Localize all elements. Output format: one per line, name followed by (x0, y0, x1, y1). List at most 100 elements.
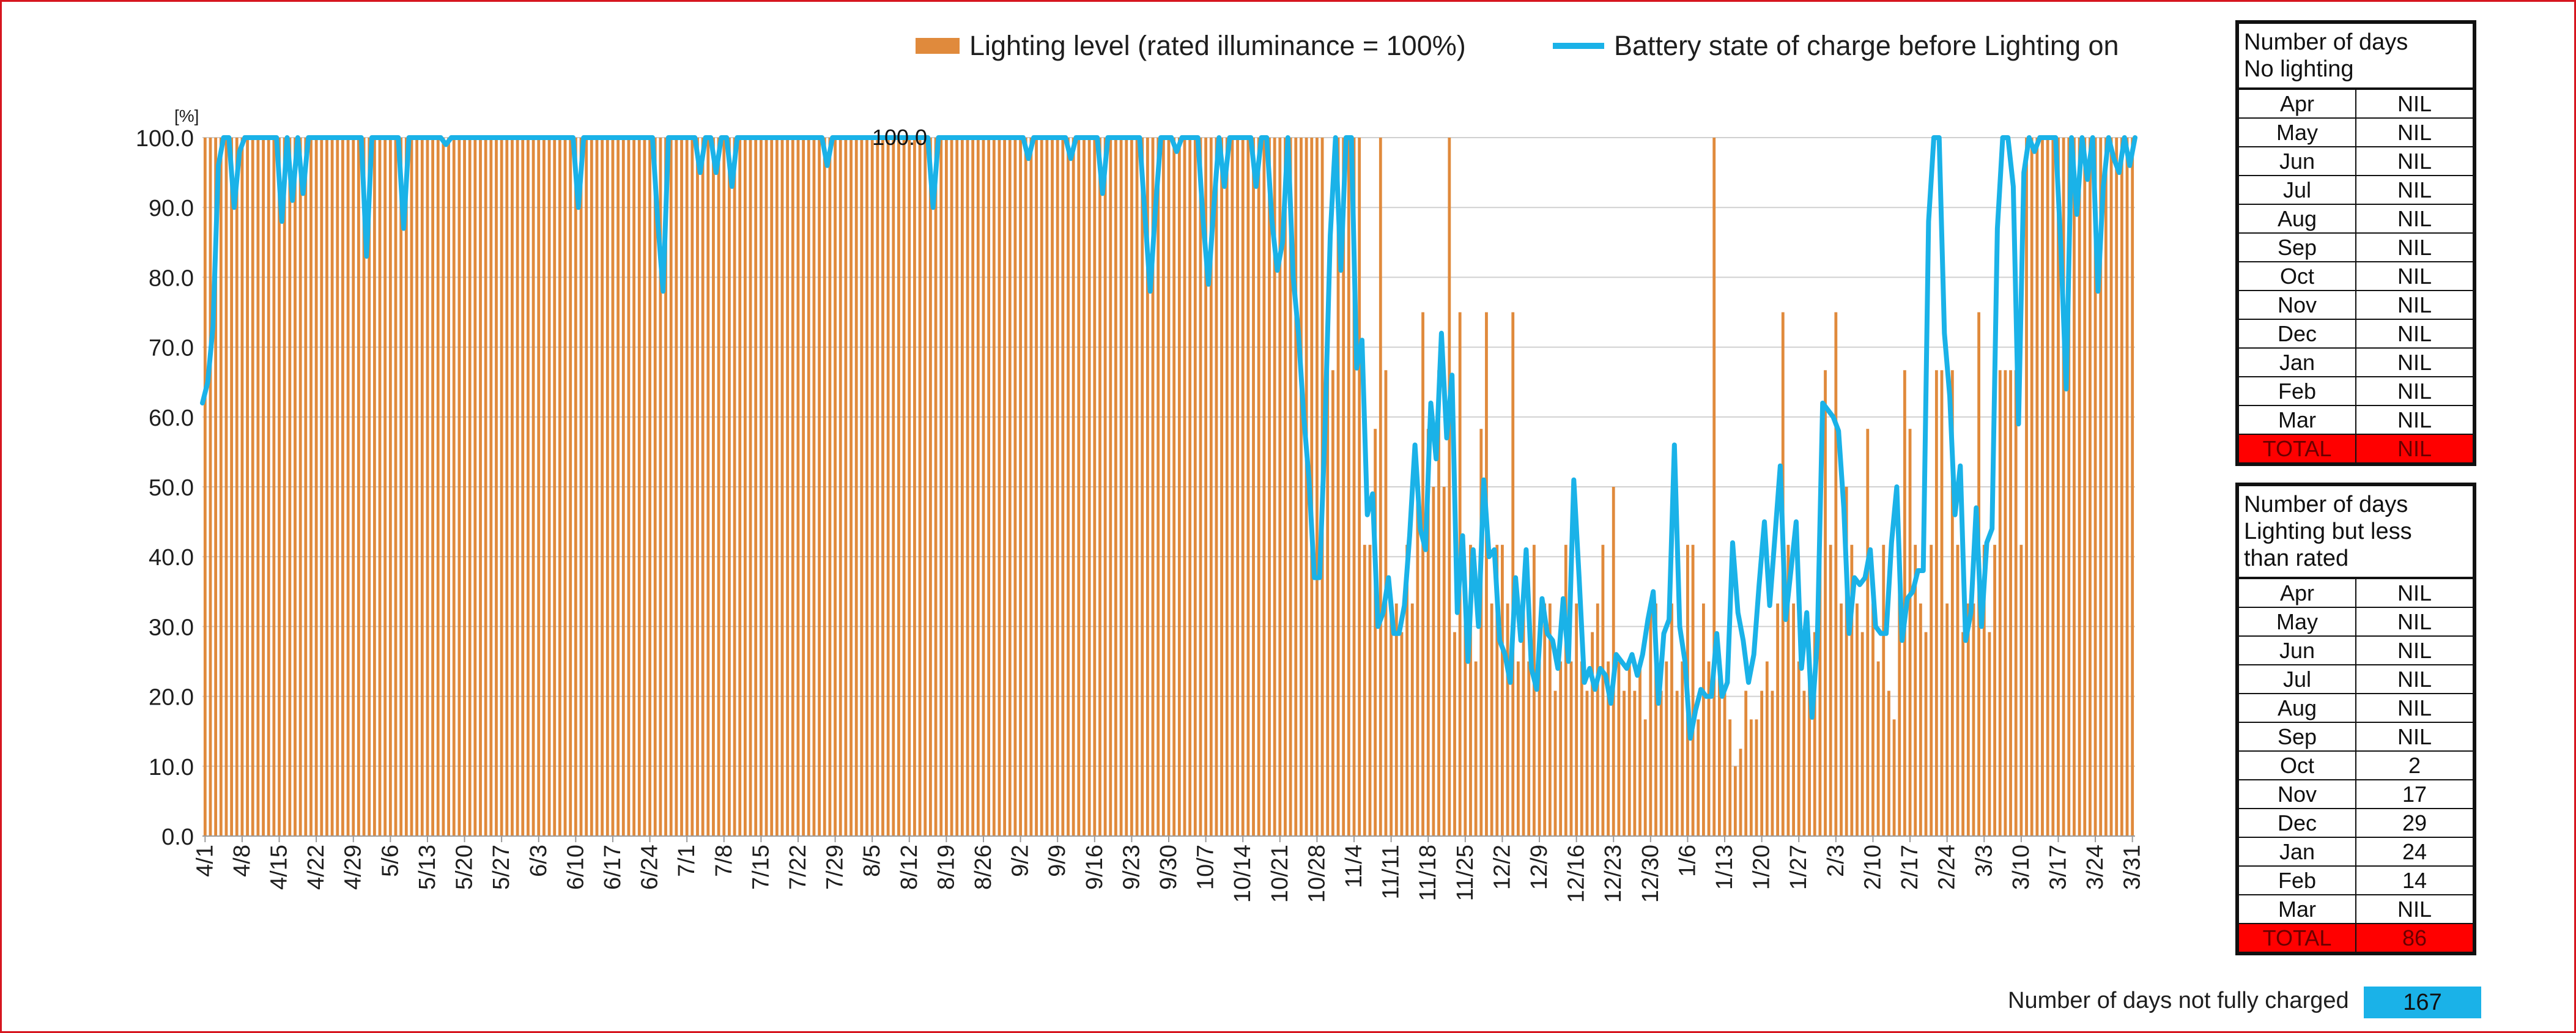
lighting-bar (1845, 487, 1848, 836)
month-cell: Aug (2237, 204, 2356, 234)
lighting-bar (1691, 544, 1695, 836)
month-cell: Mar (2237, 894, 2356, 924)
x-tick-label: 4/8 (229, 845, 255, 877)
lighting-bar (2025, 138, 2028, 836)
lighting-bar (886, 138, 890, 836)
lighting-bar (1342, 138, 1345, 836)
lighting-bar (1109, 138, 1112, 836)
lighting-bar (1607, 661, 1610, 836)
lighting-bar (1316, 138, 1319, 836)
lighting-bar (944, 138, 948, 836)
lighting-bar (1522, 603, 1525, 836)
value-cell: NIL (2355, 204, 2475, 234)
month-cell: Oct (2237, 261, 2356, 291)
lighting-bar (1924, 632, 1928, 836)
lighting-bar (1501, 544, 1504, 836)
lighting-bar (341, 138, 344, 836)
lighting-bar (1527, 661, 1531, 836)
lighting-bar (1654, 603, 1657, 836)
lighting-bar (1596, 603, 1599, 836)
lighting-bar (690, 138, 694, 836)
x-tick-label: 5/27 (489, 845, 514, 890)
lighting-bar (362, 138, 366, 836)
x-tick-label: 1/6 (1675, 845, 1700, 877)
lighting-bar (1405, 544, 1408, 836)
lighting-bar (399, 138, 403, 836)
table-row: Feb NIL (2237, 376, 2475, 406)
lighting-bar (357, 138, 360, 836)
lighting-bar (1448, 138, 1451, 836)
lighting-bar (330, 138, 334, 836)
lighting-bar (2062, 138, 2065, 836)
lighting-bar (1871, 603, 1875, 836)
lighting-bar (1739, 749, 1742, 836)
lighting-bar (1856, 603, 1859, 836)
value-cell: 17 (2355, 779, 2475, 809)
lighting-bar (1675, 691, 1679, 836)
lighting-bar (1914, 544, 1917, 836)
lighting-bar (2093, 138, 2097, 836)
lighting-bar (1786, 544, 1790, 836)
lighting-bar (1649, 603, 1653, 836)
lighting-bar (420, 138, 424, 836)
lighting-bar (1067, 138, 1070, 836)
lighting-bar (1564, 544, 1567, 836)
y-tick-label: 30.0 (149, 615, 194, 640)
x-tick-label: 11/4 (1341, 845, 1367, 888)
lighting-bar (1056, 138, 1059, 836)
lighting-bar (1374, 429, 1377, 836)
lighting-bar (1490, 603, 1493, 836)
lighting-bar (759, 138, 763, 836)
lighting-bar (1045, 138, 1049, 836)
x-tick-label: 1/20 (1749, 845, 1775, 890)
x-tick-label: 5/13 (415, 845, 440, 890)
lighting-bar (1331, 370, 1334, 836)
lighting-bar (1485, 312, 1488, 836)
lighting-bar (1840, 603, 1843, 836)
lighting-bar (368, 138, 371, 836)
lighting-bar (1940, 370, 1944, 836)
table-header-line: Number of days (2244, 492, 2408, 517)
lighting-bar (542, 138, 546, 836)
x-tick-label: 2/3 (1823, 845, 1849, 877)
value-cell: NIL (2355, 290, 2475, 320)
lighting-bar (1633, 691, 1637, 836)
month-cell: Mar (2237, 405, 2356, 435)
lighting-bar (1035, 138, 1038, 836)
lighting-bar (1172, 138, 1176, 836)
month-cell: Apr (2237, 577, 2356, 608)
lighting-bar (616, 138, 620, 836)
x-tick-label: 2/17 (1897, 845, 1923, 890)
lighting-bar (621, 138, 625, 836)
value-cell: 24 (2355, 837, 2475, 867)
lighting-bar (1479, 429, 1483, 836)
lighting-bar (1209, 138, 1213, 836)
lighting-bar (929, 138, 932, 836)
lighting-bar (1103, 138, 1107, 836)
lighting-bar (1469, 544, 1472, 836)
lighting-bar (701, 138, 705, 836)
lighting-bar (442, 138, 445, 836)
lighting-bar (807, 138, 810, 836)
table-header: Number of days Lighting but less than rate… (2235, 483, 2476, 579)
table-row: Apr NIL (2237, 577, 2475, 608)
lighting-bar (669, 138, 673, 836)
lighting-bar (2115, 138, 2119, 836)
lighting-bar (1808, 661, 1811, 836)
x-tick-label: 6/10 (563, 845, 588, 890)
lighting-bar (2131, 138, 2134, 836)
lighting-bar (1749, 719, 1753, 836)
month-cell: Jul (2237, 175, 2356, 205)
value-cell: 14 (2355, 865, 2475, 895)
value-cell: NIL (2355, 607, 2475, 637)
lighting-bar (802, 138, 805, 836)
lighting-bar (1887, 691, 1890, 836)
lighting-bar (230, 138, 234, 836)
lighting-bar (495, 138, 498, 836)
lighting-bar (537, 138, 541, 836)
lighting-bar (431, 138, 435, 836)
lighting-bar (876, 138, 879, 836)
month-cell: May (2237, 117, 2356, 147)
lighting-bar (1876, 661, 1880, 836)
